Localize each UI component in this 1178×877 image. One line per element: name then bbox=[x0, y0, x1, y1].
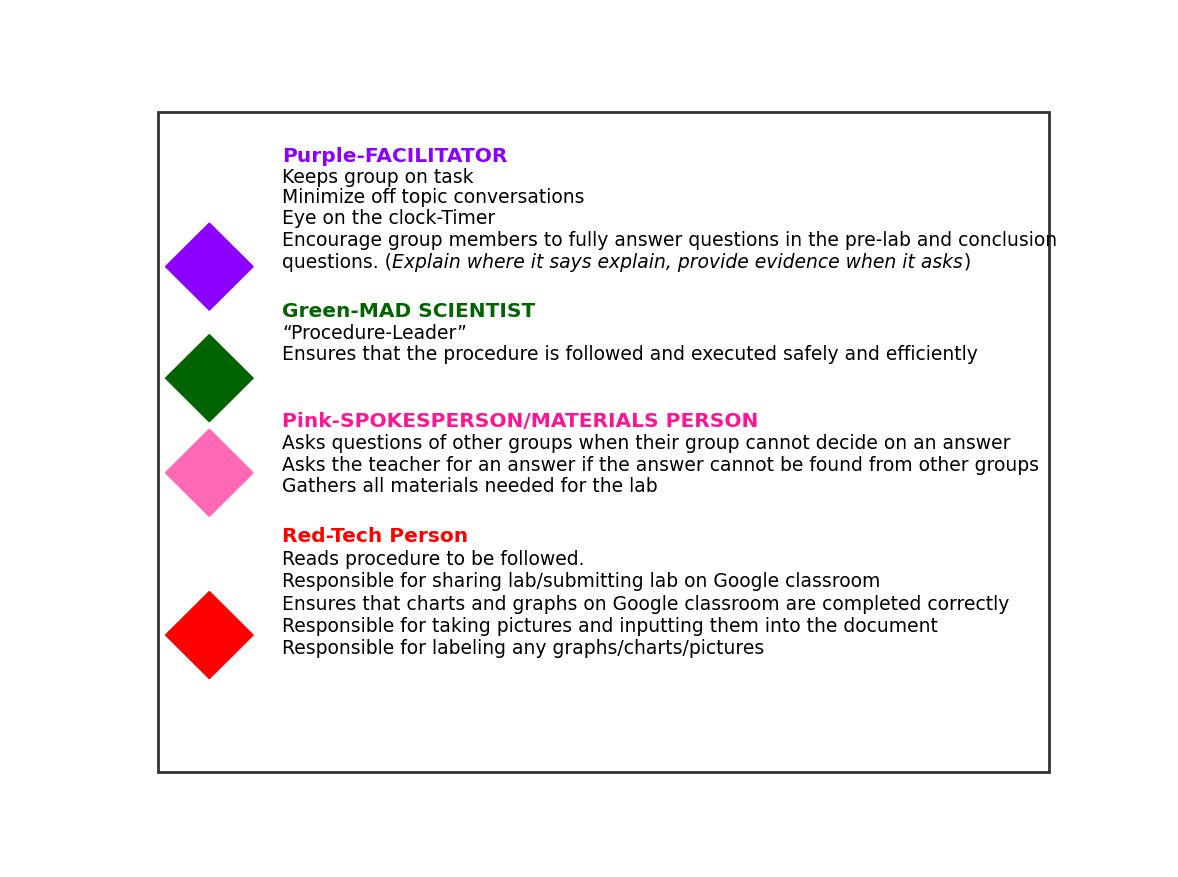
Text: Ensures that the procedure is followed and executed safely and efficiently: Ensures that the procedure is followed a… bbox=[283, 345, 978, 363]
Text: Responsible for sharing lab/submitting lab on Google classroom: Responsible for sharing lab/submitting l… bbox=[283, 572, 881, 591]
Text: Eye on the clock-Timer: Eye on the clock-Timer bbox=[283, 209, 496, 227]
Text: ): ) bbox=[964, 253, 971, 271]
Text: Responsible for taking pictures and inputting them into the document: Responsible for taking pictures and inpu… bbox=[283, 617, 938, 635]
Text: Green-MAD SCIENTIST: Green-MAD SCIENTIST bbox=[283, 302, 536, 321]
Text: Ensures that charts and graphs on Google classroom are completed correctly: Ensures that charts and graphs on Google… bbox=[283, 594, 1010, 613]
Text: questions. (: questions. ( bbox=[283, 253, 392, 271]
Polygon shape bbox=[165, 592, 253, 679]
Text: Reads procedure to be followed.: Reads procedure to be followed. bbox=[283, 550, 584, 568]
Text: Minimize off topic conversations: Minimize off topic conversations bbox=[283, 189, 584, 207]
Text: “Procedure-Leader”: “Procedure-Leader” bbox=[283, 324, 468, 342]
Text: Keeps group on task: Keeps group on task bbox=[283, 168, 474, 187]
Text: Gathers all materials needed for the lab: Gathers all materials needed for the lab bbox=[283, 476, 659, 496]
Text: Encourage group members to fully answer questions in the pre-lab and conclusion: Encourage group members to fully answer … bbox=[283, 231, 1058, 250]
Text: Explain where it says explain, provide evidence when it asks: Explain where it says explain, provide e… bbox=[392, 253, 964, 271]
Text: Asks questions of other groups when their group cannot decide on an answer: Asks questions of other groups when thei… bbox=[283, 433, 1011, 453]
Polygon shape bbox=[165, 335, 253, 422]
Polygon shape bbox=[165, 430, 253, 517]
Text: Asks the teacher for an answer if the answer cannot be found from other groups: Asks the teacher for an answer if the an… bbox=[283, 455, 1039, 474]
Polygon shape bbox=[165, 224, 253, 310]
Text: Responsible for labeling any graphs/charts/pictures: Responsible for labeling any graphs/char… bbox=[283, 638, 765, 658]
Text: Red-Tech Person: Red-Tech Person bbox=[283, 526, 469, 545]
Text: Pink-SPOKESPERSON/MATERIALS PERSON: Pink-SPOKESPERSON/MATERIALS PERSON bbox=[283, 411, 759, 430]
Text: Purple-FACILITATOR: Purple-FACILITATOR bbox=[283, 146, 508, 166]
